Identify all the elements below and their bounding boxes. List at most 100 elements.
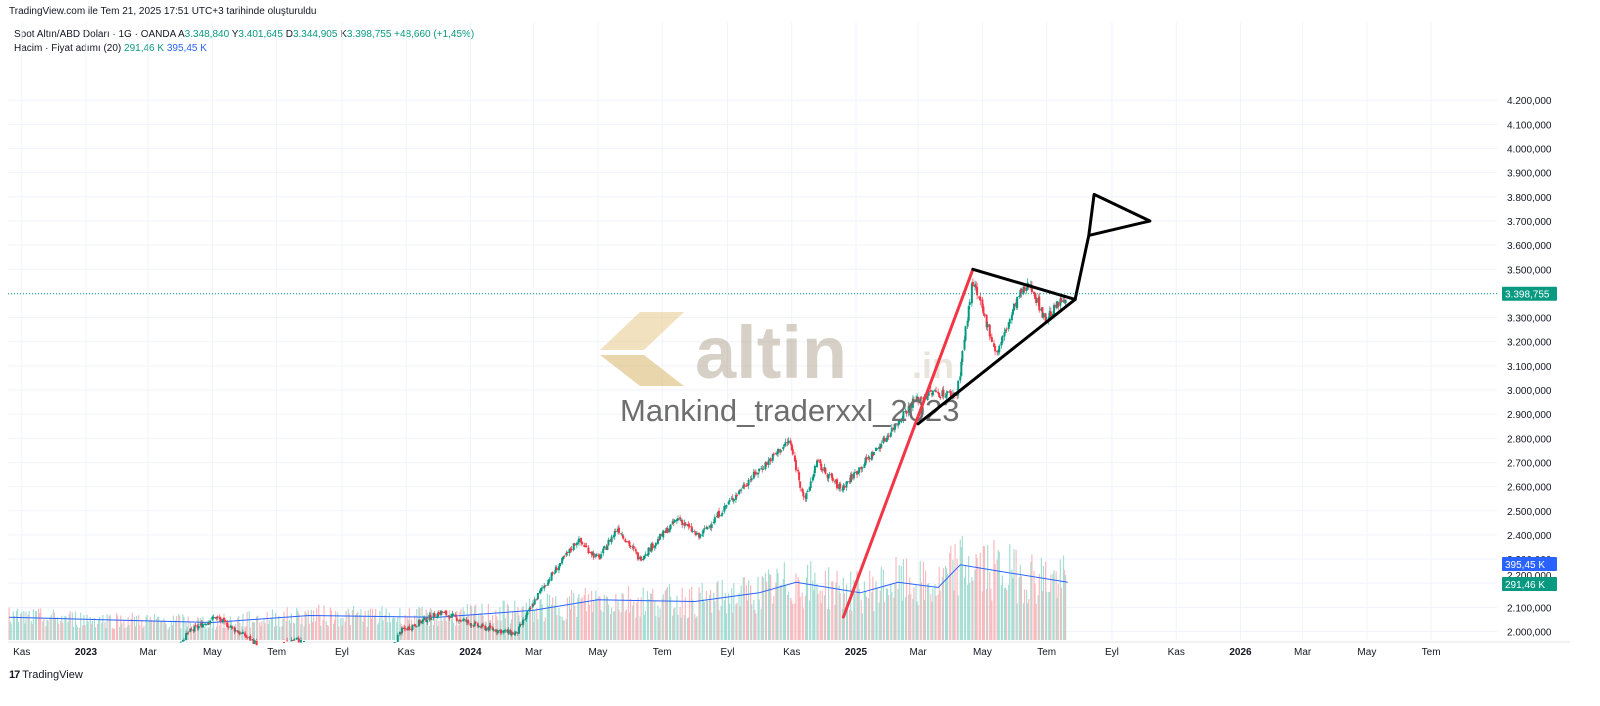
candle-body	[787, 440, 790, 444]
candle-body	[1040, 308, 1043, 311]
candle-body	[702, 529, 705, 534]
volume-bar	[883, 602, 886, 640]
volume-bar	[316, 608, 318, 640]
candle-body	[1007, 322, 1010, 329]
candle-body	[927, 390, 930, 396]
candle-body	[422, 619, 425, 622]
volume-bar	[267, 624, 269, 640]
watermark-logo-icon-lower	[600, 355, 684, 386]
volume-bar	[738, 593, 740, 640]
volume-bar	[367, 610, 369, 640]
volume-bar	[259, 622, 261, 640]
candle-body	[625, 541, 628, 543]
candle-body	[856, 471, 859, 475]
candle-body	[1016, 296, 1019, 308]
candle-body	[738, 490, 741, 495]
candle-body	[758, 468, 761, 472]
candle-body	[747, 479, 750, 486]
volume-bar	[216, 626, 218, 640]
candle-body	[212, 617, 215, 619]
candle-body	[296, 637, 299, 639]
volume-bar	[47, 620, 49, 640]
volume-bar	[13, 615, 15, 640]
candle-body	[983, 313, 986, 316]
candle-body	[935, 390, 938, 392]
volume-bar	[460, 608, 462, 640]
volume-bar	[1016, 603, 1018, 640]
candle-body	[728, 499, 731, 502]
candle-body	[443, 612, 446, 614]
candle-body	[559, 563, 562, 567]
candle-body	[573, 543, 576, 546]
candle-body	[967, 306, 970, 321]
candle-body	[396, 634, 399, 643]
volume-bar	[440, 610, 442, 640]
volume-bar	[961, 536, 963, 640]
volume-bar	[829, 609, 831, 640]
volume-bar	[617, 600, 619, 640]
candle-body	[944, 396, 947, 398]
candle-body	[916, 396, 919, 401]
candle-body	[772, 453, 775, 455]
volume-bar	[477, 620, 479, 640]
candle-body	[830, 473, 833, 478]
candle-body	[658, 539, 661, 541]
candle-body	[425, 617, 428, 622]
candle-body	[893, 423, 896, 430]
candle-body	[1038, 296, 1041, 311]
volume-bar	[519, 622, 521, 640]
volume-bar	[260, 625, 262, 640]
volume-bar	[1046, 591, 1048, 640]
volume-bar	[795, 573, 797, 640]
volume-bar	[957, 595, 959, 640]
candle-body	[236, 630, 239, 633]
volume-bar	[1011, 569, 1013, 640]
volume-bar	[802, 608, 804, 640]
volume-bar	[555, 596, 557, 640]
price-legend: Spot Altın/ABD Doları · 1G · OANDA A3.34…	[14, 29, 474, 40]
volume-bar	[98, 619, 100, 640]
volume-bar	[231, 625, 234, 640]
volume-bar	[858, 588, 860, 640]
volume-bar	[1028, 599, 1030, 640]
volume-bar	[786, 594, 789, 640]
volume-bar	[606, 596, 609, 640]
volume-bar	[981, 591, 984, 640]
volume-bar	[1003, 587, 1006, 640]
volume-bar	[674, 607, 676, 640]
volume-bar	[978, 566, 980, 640]
candle-body	[398, 631, 401, 635]
candle-body	[529, 607, 532, 609]
volume-bar	[223, 613, 225, 640]
candle-body	[415, 626, 418, 628]
volume-bar	[168, 626, 170, 640]
candle-body	[227, 626, 230, 628]
volume-bar	[1023, 589, 1026, 640]
volume-bar	[341, 625, 343, 640]
candle-body	[1042, 312, 1045, 318]
volume-bar	[894, 583, 896, 640]
volume-bar	[386, 621, 388, 640]
volume-bar	[119, 626, 121, 640]
volume-bar	[717, 580, 719, 640]
candle-body	[472, 625, 475, 627]
candle-body	[628, 541, 631, 546]
candle-body	[550, 572, 553, 581]
candle-body	[234, 629, 237, 632]
candle-body	[919, 398, 922, 402]
candle-body	[1030, 285, 1033, 293]
volume-bar	[758, 599, 760, 640]
candle-body	[727, 502, 730, 504]
volume-bar	[987, 545, 989, 640]
volume-bar	[1045, 561, 1047, 640]
candle-body	[956, 395, 959, 397]
volume-label: Hacim · Fiyat adımı (20)	[14, 43, 122, 54]
candle-body	[252, 639, 255, 645]
candle-body	[205, 624, 208, 626]
volume-bar	[584, 587, 586, 640]
candle-body	[230, 625, 233, 628]
volume-bar	[639, 616, 641, 640]
volume-bar	[292, 622, 295, 640]
candle-body	[886, 435, 889, 438]
